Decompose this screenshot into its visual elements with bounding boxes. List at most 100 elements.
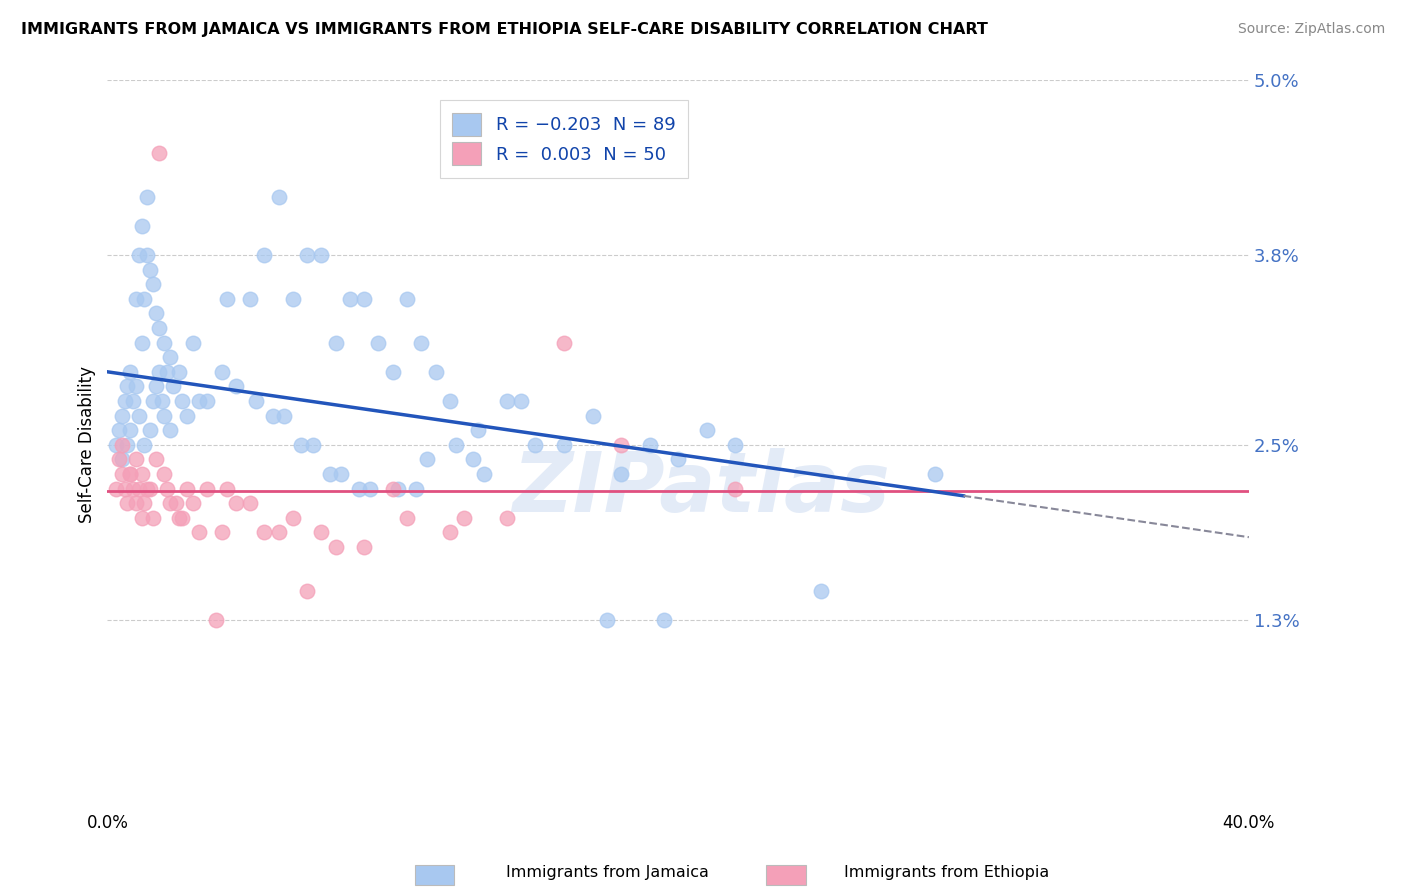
Point	[405, 482, 427, 496]
Point	[239, 292, 262, 306]
Point	[134, 292, 156, 306]
Point	[281, 292, 304, 306]
Text: Source: ZipAtlas.com: Source: ZipAtlas.com	[1237, 22, 1385, 37]
Point	[439, 525, 461, 540]
Point	[444, 438, 467, 452]
Point	[167, 510, 190, 524]
Point	[156, 365, 179, 379]
Point	[125, 452, 148, 467]
Point	[139, 262, 162, 277]
Point	[311, 248, 333, 262]
Point	[553, 335, 575, 350]
Point	[131, 219, 153, 233]
Point	[359, 482, 381, 496]
Point	[187, 525, 209, 540]
Point	[128, 248, 150, 262]
Point	[496, 510, 519, 524]
Point	[290, 438, 312, 452]
Point	[159, 423, 181, 437]
Point	[187, 394, 209, 409]
Point	[128, 482, 150, 496]
Point	[148, 365, 170, 379]
Point	[381, 365, 404, 379]
Point	[104, 482, 127, 496]
Y-axis label: Self-Care Disability: Self-Care Disability	[79, 367, 96, 524]
Point	[253, 248, 276, 262]
Point	[319, 467, 342, 481]
Point	[117, 496, 139, 510]
Point	[325, 540, 347, 554]
Point	[159, 496, 181, 510]
Point	[225, 496, 247, 510]
Point	[387, 482, 409, 496]
Point	[162, 379, 184, 393]
Point	[924, 467, 946, 481]
Point	[395, 510, 418, 524]
Point	[439, 394, 461, 409]
Point	[111, 438, 134, 452]
Point	[416, 452, 439, 467]
Point	[581, 409, 603, 423]
Point	[125, 292, 148, 306]
Point	[136, 190, 159, 204]
Point	[145, 452, 167, 467]
Point	[610, 467, 633, 481]
Point	[524, 438, 547, 452]
Point	[153, 409, 176, 423]
Point	[325, 335, 347, 350]
Point	[211, 525, 233, 540]
Text: IMMIGRANTS FROM JAMAICA VS IMMIGRANTS FROM ETHIOPIA SELF-CARE DISABILITY CORRELA: IMMIGRANTS FROM JAMAICA VS IMMIGRANTS FR…	[21, 22, 988, 37]
Point	[273, 409, 295, 423]
Point	[114, 394, 136, 409]
Point	[367, 335, 389, 350]
Point	[159, 350, 181, 364]
Point	[510, 394, 533, 409]
Point	[165, 496, 187, 510]
Point	[120, 423, 142, 437]
Point	[176, 482, 198, 496]
Point	[330, 467, 353, 481]
Point	[195, 394, 218, 409]
Point	[134, 496, 156, 510]
Point	[217, 482, 239, 496]
Point	[652, 613, 675, 627]
Point	[125, 379, 148, 393]
Point	[125, 496, 148, 510]
Point	[170, 394, 193, 409]
Point	[724, 482, 747, 496]
Point	[353, 540, 375, 554]
Point	[120, 467, 142, 481]
Point	[120, 365, 142, 379]
Point	[136, 482, 159, 496]
Point	[395, 292, 418, 306]
Point	[148, 321, 170, 335]
Point	[295, 583, 318, 598]
Point	[142, 510, 165, 524]
Point	[302, 438, 325, 452]
Point	[262, 409, 284, 423]
Point	[596, 613, 619, 627]
Point	[195, 482, 218, 496]
Point	[131, 510, 153, 524]
Point	[145, 379, 167, 393]
Point	[122, 394, 145, 409]
Point	[553, 438, 575, 452]
Point	[153, 335, 176, 350]
Point	[114, 482, 136, 496]
Point	[610, 438, 633, 452]
Point	[181, 496, 204, 510]
Legend: R = −0.203  N = 89, R =  0.003  N = 50: R = −0.203 N = 89, R = 0.003 N = 50	[440, 100, 688, 178]
Point	[225, 379, 247, 393]
Point	[411, 335, 433, 350]
Point	[150, 394, 173, 409]
Point	[120, 467, 142, 481]
Point	[181, 335, 204, 350]
Point	[131, 467, 153, 481]
Point	[245, 394, 267, 409]
Point	[253, 525, 276, 540]
Point	[107, 452, 129, 467]
Point	[128, 409, 150, 423]
Point	[145, 306, 167, 320]
Point	[472, 467, 495, 481]
Point	[148, 145, 170, 160]
